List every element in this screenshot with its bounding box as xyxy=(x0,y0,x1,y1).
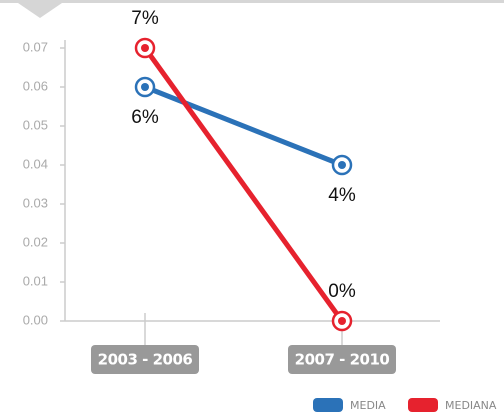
category-box xyxy=(288,345,396,374)
y-tick-label: 0.00 xyxy=(23,312,48,327)
point xyxy=(331,310,353,332)
point xyxy=(331,154,353,176)
legend-label: MEDIA xyxy=(350,399,386,412)
series-line xyxy=(142,46,345,323)
legend-label: MEDIANA xyxy=(445,399,497,412)
x-tick-label: 2003 - 2006 xyxy=(98,351,193,369)
point-dot xyxy=(141,44,149,52)
y-tick-label: 0.03 xyxy=(23,195,48,210)
y-tick-label: 0.07 xyxy=(23,39,48,54)
y-tick-label: 0.06 xyxy=(23,78,48,93)
y-tick-label: 0.05 xyxy=(23,117,48,132)
legend-swatch xyxy=(313,398,343,412)
point xyxy=(134,76,156,98)
header-notch xyxy=(0,0,504,18)
y-tick-label: 0.01 xyxy=(23,273,48,288)
legend-swatch xyxy=(408,398,438,412)
data-label: 6% xyxy=(131,107,159,128)
series-line xyxy=(144,84,343,168)
y-tick-label: 0.04 xyxy=(23,156,48,171)
category-box xyxy=(91,345,199,374)
point xyxy=(134,37,156,59)
data-label: 7% xyxy=(131,8,159,29)
point-dot xyxy=(338,161,346,169)
point-dot xyxy=(338,317,346,325)
y-tick-label: 0.02 xyxy=(23,234,48,249)
data-label: 0% xyxy=(328,281,356,302)
data-label: 4% xyxy=(328,185,356,206)
point-dot xyxy=(141,83,149,91)
x-tick-label: 2007 - 2010 xyxy=(295,351,390,369)
